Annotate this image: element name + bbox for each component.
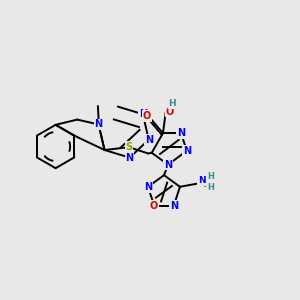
Text: O: O xyxy=(166,106,174,116)
Text: O: O xyxy=(150,200,158,211)
Text: H: H xyxy=(207,183,214,192)
Text: N: N xyxy=(144,182,152,192)
Text: H: H xyxy=(207,172,214,181)
Text: N: N xyxy=(126,153,134,163)
Text: N: N xyxy=(164,160,172,170)
Text: N: N xyxy=(139,109,147,119)
Text: H: H xyxy=(169,99,176,108)
Text: N: N xyxy=(177,128,185,138)
Text: N: N xyxy=(94,119,103,130)
Text: S: S xyxy=(125,142,133,152)
Text: N: N xyxy=(145,135,153,145)
Text: N: N xyxy=(198,176,206,185)
Text: O: O xyxy=(143,111,151,121)
Text: N: N xyxy=(183,146,191,156)
Text: N: N xyxy=(170,200,178,211)
